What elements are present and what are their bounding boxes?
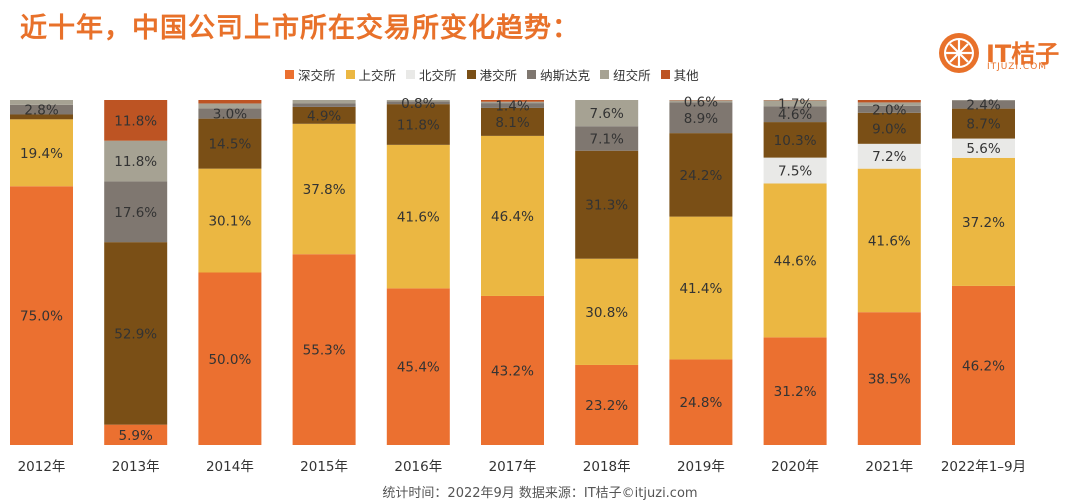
data-label: 41.6% — [397, 210, 440, 226]
data-label: 52.9% — [114, 326, 157, 342]
data-label: 19.4% — [20, 146, 63, 162]
x-tick-label: 2021年 — [865, 459, 913, 475]
x-tick-label: 2013年 — [112, 459, 160, 475]
x-tick-label: 2012年 — [18, 459, 66, 475]
data-label: 24.2% — [679, 168, 722, 184]
data-label: 11.8% — [114, 154, 157, 170]
data-label: 1.4% — [495, 99, 529, 115]
data-label: 0.8% — [401, 96, 435, 112]
data-label: 31.3% — [585, 198, 628, 214]
data-label: 9.0% — [872, 121, 906, 137]
data-label: 37.2% — [962, 215, 1005, 231]
data-label: 8.7% — [966, 117, 1000, 133]
x-tick-label: 2015年 — [300, 459, 348, 475]
data-label: 31.2% — [774, 384, 817, 400]
data-label: 8.1% — [495, 115, 529, 131]
data-label: 23.2% — [585, 398, 628, 414]
data-label: 41.4% — [679, 281, 722, 297]
data-label: 11.8% — [397, 117, 440, 133]
data-label: 43.2% — [491, 363, 534, 379]
data-label: 44.6% — [774, 253, 817, 269]
bar-segment — [293, 100, 356, 103]
x-tick-label: 2017年 — [489, 459, 537, 475]
stacked-bar-chart: 75.0% 19.4% 2.8% 2012年 5.9% 52.9% 17.6% 11.8% 11… — [0, 0, 1080, 480]
x-tick-label: 2020年 — [771, 459, 819, 475]
data-label: 5.6% — [966, 141, 1000, 157]
bar-segment — [198, 100, 261, 103]
x-tick-label: 2018年 — [583, 459, 631, 475]
x-tick-label: 2019年 — [677, 459, 725, 475]
x-tick-label: 2022年1–9月 — [941, 459, 1026, 475]
data-label: 14.5% — [208, 137, 251, 153]
data-label: 8.9% — [684, 111, 718, 127]
data-label: 2.4% — [966, 97, 1000, 113]
data-label: 75.0% — [20, 309, 63, 325]
data-label: 4.9% — [307, 108, 341, 124]
data-label: 46.4% — [491, 209, 534, 225]
data-label: 1.7% — [778, 96, 812, 112]
data-label: 30.8% — [585, 305, 628, 321]
data-label: 30.1% — [208, 214, 251, 230]
data-label: 7.1% — [590, 131, 624, 147]
data-label: 7.6% — [590, 106, 624, 122]
data-label: 24.8% — [679, 395, 722, 411]
data-label: 46.2% — [962, 358, 1005, 374]
bar-segment — [293, 103, 356, 106]
data-label: 38.5% — [868, 372, 911, 388]
data-label: 37.8% — [303, 182, 346, 198]
data-label: 3.0% — [213, 106, 247, 122]
data-label: 7.2% — [872, 149, 906, 165]
data-label: 11.8% — [114, 113, 157, 129]
data-label: 17.6% — [114, 205, 157, 221]
data-label: 50.0% — [208, 352, 251, 368]
data-label: 5.9% — [119, 428, 153, 444]
data-label: 2.0% — [872, 102, 906, 118]
data-label: 55.3% — [303, 343, 346, 359]
source-note: 统计时间：2022年9月 数据来源：IT桔子©itjuzi.com — [0, 482, 1080, 501]
data-label: 2.8% — [24, 103, 58, 119]
x-tick-label: 2014年 — [206, 459, 254, 475]
data-label: 10.3% — [774, 133, 817, 149]
x-tick-label: 2016年 — [394, 459, 442, 475]
data-label: 41.6% — [868, 233, 911, 249]
data-label: 0.6% — [684, 94, 718, 110]
data-label: 45.4% — [397, 360, 440, 376]
data-label: 7.5% — [778, 164, 812, 180]
